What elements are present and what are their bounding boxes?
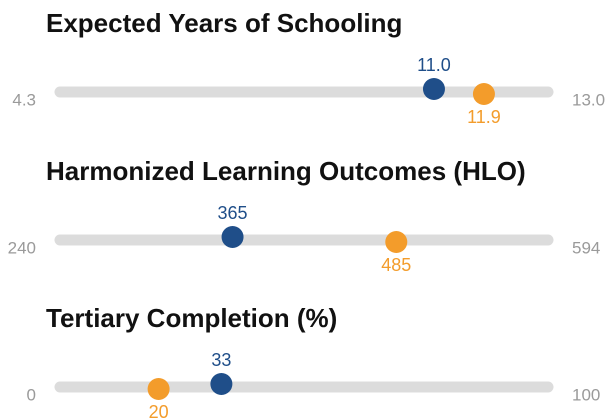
range-end-label: 240 (8, 238, 36, 257)
value-label: 11.9 (467, 107, 501, 127)
dot (385, 231, 408, 253)
panel-title: Harmonized Learning Outcomes (HLO) (46, 156, 526, 186)
range-end-label: 100 (572, 385, 600, 404)
value-label: 485 (381, 255, 411, 275)
panel-title: Expected Years of Schooling (46, 8, 402, 38)
value-label: 33 (211, 350, 231, 370)
dot (147, 378, 170, 400)
value-label: 11.0 (417, 55, 451, 75)
dot (210, 373, 233, 395)
range-end-label: 4.3 (12, 90, 36, 109)
dot (221, 226, 244, 248)
range-end-label: 594 (572, 238, 600, 257)
range-end-label: 0 (27, 385, 36, 404)
dot (422, 78, 445, 100)
value-label: 365 (218, 203, 248, 223)
panel-title: Tertiary Completion (%) (46, 303, 337, 333)
value-label: 20 (149, 402, 169, 419)
range-end-label: 13.0 (572, 90, 605, 109)
dot (472, 83, 495, 105)
